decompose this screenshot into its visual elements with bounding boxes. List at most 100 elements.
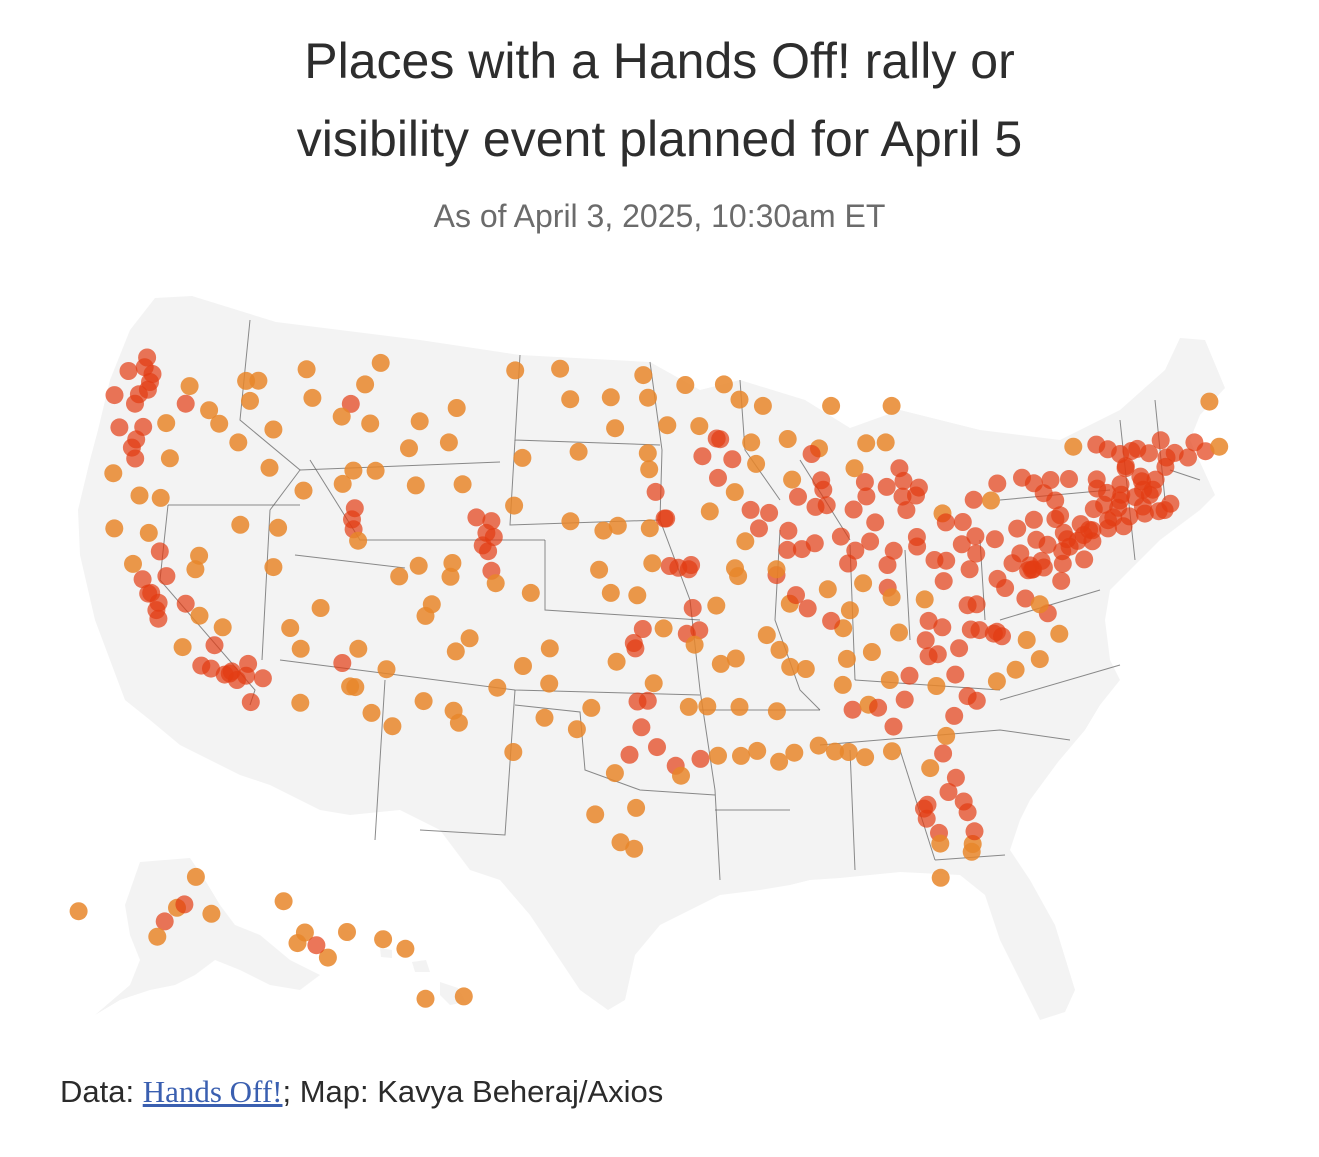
event-dot xyxy=(683,599,702,617)
event-dot xyxy=(1116,457,1135,476)
event-dot xyxy=(909,478,928,497)
event-dot xyxy=(186,867,205,886)
event-dot xyxy=(416,606,435,625)
event-dot xyxy=(540,639,559,658)
event-dot xyxy=(1024,474,1043,493)
event-dot xyxy=(640,460,659,479)
event-dot xyxy=(505,496,524,515)
event-dot xyxy=(1120,507,1139,526)
event-dot xyxy=(344,461,363,480)
event-dot xyxy=(135,358,154,377)
event-dot xyxy=(890,459,909,478)
event-dot xyxy=(856,748,875,767)
event-dot xyxy=(1046,510,1065,528)
event-dot xyxy=(439,433,458,452)
event-dot xyxy=(332,407,351,426)
event-dot xyxy=(907,528,926,546)
event-dot xyxy=(175,895,194,914)
event-dot xyxy=(845,459,864,478)
event-dot xyxy=(916,631,935,650)
event-dot xyxy=(561,512,580,531)
event-dot xyxy=(349,639,368,658)
event-dot xyxy=(1128,439,1147,458)
event-dot xyxy=(698,697,717,716)
event-dot xyxy=(757,626,776,645)
event-dot xyxy=(952,535,971,554)
event-dot xyxy=(709,468,727,487)
event-dot xyxy=(921,759,940,778)
hands-off-source-link[interactable]: Hands Off! xyxy=(142,1074,283,1109)
event-dot xyxy=(897,501,916,520)
event-dot xyxy=(551,359,570,378)
event-dot xyxy=(657,509,676,528)
event-dot xyxy=(157,567,176,586)
event-dot xyxy=(1083,521,1102,540)
event-dot xyxy=(126,394,144,413)
event-dot xyxy=(831,527,850,546)
event-dot xyxy=(406,476,425,495)
event-dot xyxy=(291,693,310,712)
event-dot xyxy=(714,375,733,394)
event-dot xyxy=(467,508,486,527)
map-credit: ; Map: Kavya Beheraj/Axios xyxy=(282,1074,664,1109)
event-dot xyxy=(895,690,914,709)
event-dot xyxy=(691,749,710,768)
event-dot xyxy=(1021,556,1039,575)
event-dot xyxy=(900,666,919,685)
event-dot xyxy=(643,554,662,573)
event-dot xyxy=(1099,511,1117,530)
map-title-line-1: Places with a Hands Off! rally or xyxy=(304,33,1015,89)
event-dot xyxy=(414,692,433,711)
event-dot xyxy=(883,742,901,761)
event-dot xyxy=(854,574,873,593)
event-dot xyxy=(785,743,804,762)
event-dot xyxy=(987,672,1006,691)
event-dot xyxy=(741,500,760,519)
event-dot xyxy=(586,805,605,824)
event-dot xyxy=(982,491,1000,510)
event-dot xyxy=(964,490,983,509)
event-dot xyxy=(390,567,409,586)
event-dot xyxy=(1064,437,1083,456)
event-dot xyxy=(1034,558,1053,577)
event-dot xyxy=(213,618,232,637)
event-dot xyxy=(626,639,645,658)
event-dot xyxy=(150,542,169,561)
event-dot xyxy=(779,521,798,540)
event-dot xyxy=(748,741,767,760)
event-dot xyxy=(1111,475,1130,494)
event-dot xyxy=(711,430,730,449)
event-dot xyxy=(787,586,805,605)
event-dot xyxy=(311,599,330,617)
event-dot xyxy=(931,868,950,887)
event-dot xyxy=(513,448,532,467)
event-dot xyxy=(1017,631,1036,649)
event-dot xyxy=(690,621,709,640)
event-dot xyxy=(646,482,665,501)
event-dot xyxy=(506,361,525,380)
event-dot xyxy=(611,833,630,852)
event-dot xyxy=(1052,571,1071,590)
event-dot xyxy=(567,720,586,739)
event-dot xyxy=(658,416,677,435)
event-dot xyxy=(806,497,825,516)
event-dot xyxy=(648,738,666,757)
event-dot xyxy=(919,611,938,630)
event-dot xyxy=(349,531,368,550)
event-dot xyxy=(122,438,141,457)
event-dot xyxy=(933,618,952,637)
event-dot xyxy=(927,677,946,695)
event-dot xyxy=(730,390,749,409)
event-dot xyxy=(264,558,283,577)
event-dot xyxy=(200,401,219,420)
data-prefix: Data: xyxy=(60,1074,143,1109)
event-dot xyxy=(176,594,195,613)
event-dot xyxy=(628,586,647,605)
event-dot xyxy=(937,726,956,745)
event-dot xyxy=(540,674,559,693)
event-dot xyxy=(1053,554,1072,573)
event-dot xyxy=(307,936,326,955)
event-dot xyxy=(625,839,644,858)
event-dot xyxy=(633,620,652,638)
event-dot xyxy=(151,488,170,507)
